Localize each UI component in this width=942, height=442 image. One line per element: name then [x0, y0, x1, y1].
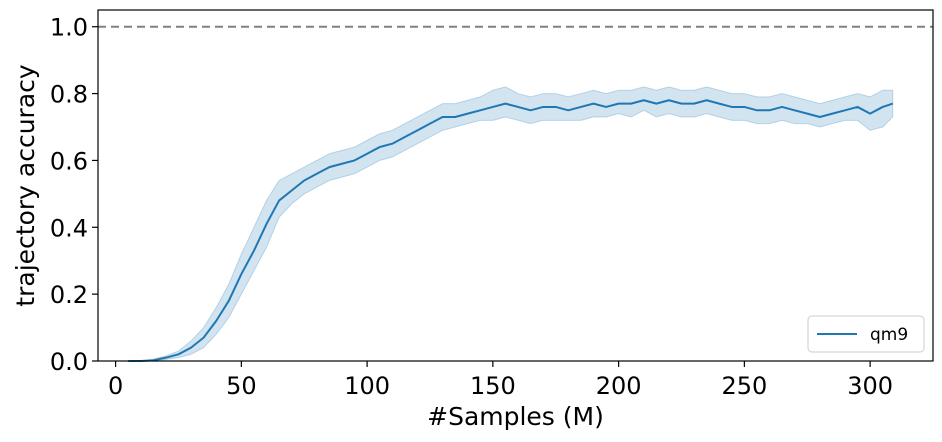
y-tick-label: 0.2 — [50, 281, 88, 309]
y-axis-label: trajectory accuracy — [11, 64, 40, 307]
legend-label: qm9 — [870, 325, 908, 345]
x-tick-label: 200 — [596, 372, 642, 400]
y-tick-label: 0.8 — [50, 81, 88, 109]
legend: qm9 — [807, 315, 925, 353]
y-tick-label: 0.0 — [50, 348, 88, 376]
y-tick-label: 0.4 — [50, 214, 88, 242]
series-line-0 — [128, 99, 894, 362]
y-tick-label: 0.6 — [50, 147, 88, 175]
x-tick-label: 150 — [470, 372, 516, 400]
series-line-layer — [128, 99, 894, 362]
x-tick-label: 100 — [344, 372, 390, 400]
legend-box — [807, 315, 925, 353]
x-tick-label: 0 — [108, 372, 123, 400]
x-tick-label: 300 — [847, 372, 893, 400]
x-axis-ticks: 0 50 100 150 200 250 300 — [108, 361, 893, 400]
x-axis-label: #Samples (M) — [427, 402, 604, 431]
y-axis-ticks: 0.0 0.2 0.4 0.6 0.8 1.0 — [50, 14, 98, 376]
x-tick-label: 250 — [721, 372, 767, 400]
y-tick-label: 1.0 — [50, 14, 88, 42]
x-tick-label: 50 — [226, 372, 257, 400]
confidence-band-layer — [128, 86, 894, 362]
confidence-band-0 — [128, 86, 894, 362]
plot-frame — [97, 9, 934, 362]
